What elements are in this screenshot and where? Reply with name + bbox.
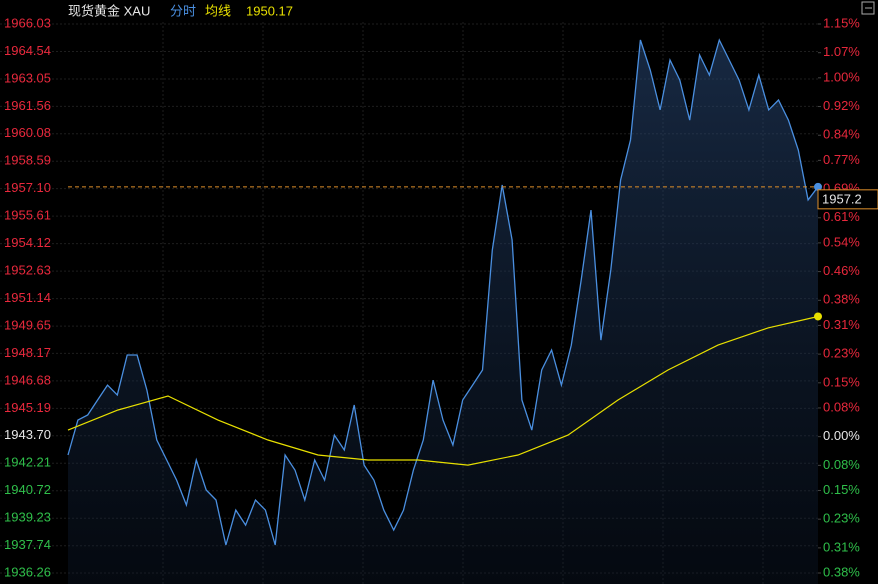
y2-tick-label: 1.07% [823, 44, 860, 59]
y-tick-label: 1937.74 [4, 537, 51, 552]
expand-icon[interactable] [861, 1, 875, 15]
average-dot [814, 312, 822, 321]
y-tick-label: 1949.65 [4, 318, 51, 333]
y-tick-label: 1948.17 [4, 345, 51, 360]
legend-entry: 均线 [205, 3, 231, 18]
y2-tick-label: 0.15% [823, 482, 860, 497]
y-tick-label: 1963.05 [4, 70, 51, 85]
y-tick-label: 1961.56 [4, 98, 51, 113]
y2-tick-label: 0.15% [823, 374, 860, 389]
avg-value: 1950.17 [246, 3, 293, 18]
average-line [67, 315, 819, 466]
y-tick-label: 1964.54 [4, 43, 51, 58]
price-area [68, 40, 818, 584]
y2-tick-label: 0.77% [823, 152, 860, 167]
y2-tick-label: 0.61% [823, 209, 860, 224]
icon-frame[interactable] [861, 1, 875, 15]
last-price-label: 1957.2 [822, 191, 862, 206]
legend-entry: 分时 [170, 3, 196, 18]
y2-tick-label: 1.15% [823, 15, 860, 30]
y-tick-label: 1957.10 [4, 180, 51, 195]
y-tick-label: 1958.59 [4, 153, 51, 168]
y-tick-label: 1936.26 [4, 564, 51, 579]
y-tick-label: 1946.68 [4, 372, 51, 387]
y-tick-label: 1943.70 [4, 427, 51, 442]
y-tick-label: 1952.63 [4, 263, 51, 278]
y2-tick-label: 0.38% [823, 292, 860, 307]
y-tick-label: 1940.72 [4, 482, 51, 497]
y2-tick-label: 0.31% [823, 317, 860, 332]
last-price-dot [814, 182, 822, 191]
y2-tick-label: 0.00% [823, 428, 860, 443]
y2-tick-label: 0.46% [823, 263, 860, 278]
y-tick-label: 1951.14 [4, 290, 51, 305]
y2-tick-label: 0.92% [823, 98, 860, 113]
y-tick-label: 1954.12 [4, 235, 51, 250]
y-tick-label: 1966.03 [4, 15, 51, 30]
y2-tick-label: 0.08% [823, 399, 860, 414]
y-tick-label: 1945.19 [4, 400, 51, 415]
y2-tick-label: 0.23% [823, 511, 860, 526]
y-tick-label: 1960.08 [4, 125, 51, 140]
y2-tick-label: 0.54% [823, 234, 860, 249]
y2-tick-label: 0.38% [823, 564, 860, 579]
y2-tick-label: 1.00% [823, 69, 860, 84]
y2-tick-label: 0.84% [823, 127, 860, 142]
chart-title: 现货黄金 XAU [68, 3, 150, 18]
y-tick-label: 1939.23 [4, 510, 51, 525]
last-price-box [817, 189, 878, 210]
y-tick-label: 1942.21 [4, 455, 51, 470]
y2-tick-label: 0.31% [823, 539, 860, 554]
price-line [67, 38, 819, 546]
y2-tick-label: 0.23% [823, 346, 860, 361]
y2-tick-label: 0.08% [823, 457, 860, 472]
y-tick-label: 1955.61 [4, 208, 51, 223]
